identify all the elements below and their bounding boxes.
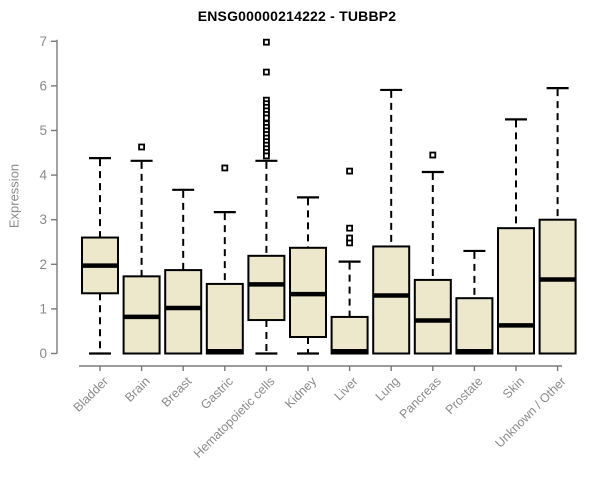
iqr-box (538, 218, 577, 355)
y-tick-label: 0 (39, 346, 47, 361)
x-category-label: Brain (122, 374, 153, 405)
boxplot-prostate (455, 249, 494, 355)
x-category-label: Prostate (443, 374, 486, 417)
boxplot-bladder (81, 157, 119, 355)
y-tick-label: 4 (39, 168, 47, 183)
boxplot-gastric (205, 164, 244, 355)
y-tick-label: 3 (39, 212, 47, 227)
x-category-label: Pancreas (397, 374, 444, 421)
iqr-box (164, 269, 203, 355)
iqr-box (330, 315, 369, 355)
iqr-box (413, 278, 452, 355)
boxplot-pancreas (413, 151, 452, 355)
x-category-label: Bladder (71, 374, 111, 414)
iqr-box (497, 227, 535, 355)
outlier-point (346, 167, 354, 175)
boxplot-breast (164, 188, 203, 355)
iqr-box (247, 254, 286, 322)
iqr-box (372, 245, 411, 355)
outlier-point (429, 151, 437, 159)
x-category-label: Liver (332, 374, 361, 403)
outlier-point (346, 234, 354, 242)
boxplot-unknown-other (538, 87, 577, 355)
x-category-label: Gastric (198, 374, 236, 412)
boxplot-kidney (289, 196, 327, 355)
y-tick-label: 1 (39, 301, 47, 316)
boxplot-brain (122, 143, 161, 355)
outlier-point (346, 224, 354, 232)
x-category-label: Kidney (282, 374, 319, 411)
y-axis: 0 1 2 3 4 5 6 7 (39, 34, 58, 361)
outlier-point (262, 152, 270, 160)
x-category-label: Breast (159, 374, 195, 410)
y-tick-label: 5 (39, 123, 47, 138)
outlier-point (262, 68, 270, 76)
outlier-point (138, 143, 146, 151)
outlier-point (262, 38, 270, 46)
boxplot-skin (497, 118, 535, 355)
boxplot-liver (330, 167, 369, 355)
outlier-point (262, 114, 270, 122)
y-tick-label: 7 (39, 34, 47, 49)
x-category-label: Unknown / Other (492, 374, 568, 450)
boxplot-hematopoietic-cells (247, 38, 286, 355)
x-category-label: Skin (500, 374, 527, 401)
y-tick-label: 6 (39, 78, 47, 93)
x-category-label: Hematopoietic cells (191, 374, 278, 461)
iqr-box (205, 282, 244, 355)
chart-title: ENSG00000214222 - TUBBP2 (197, 8, 397, 24)
boxplot-lung (372, 88, 411, 355)
outlier-point (221, 164, 229, 172)
iqr-box (455, 297, 494, 355)
y-tick-label: 2 (39, 257, 47, 272)
x-category-label: Lung (373, 374, 403, 404)
